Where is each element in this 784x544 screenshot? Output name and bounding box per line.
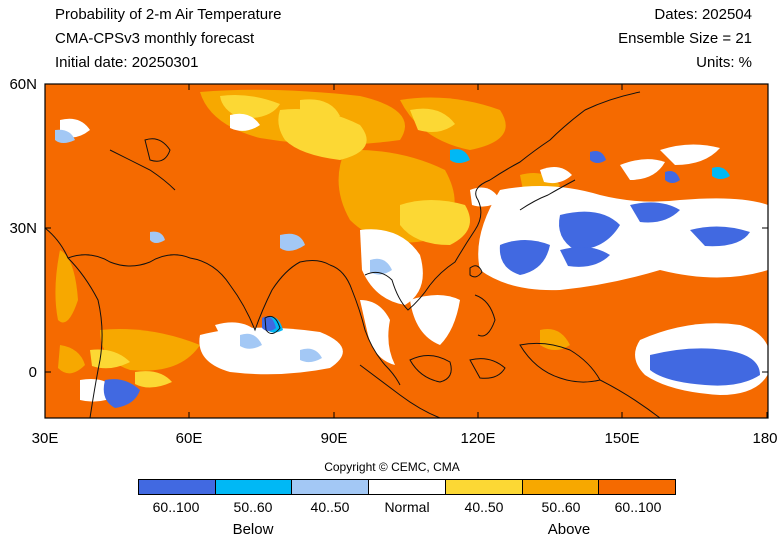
units-label: Units: % bbox=[696, 54, 752, 71]
legend-swatch-below-50-60 bbox=[215, 480, 293, 494]
map-title: Probability of 2-m Air Temperature bbox=[55, 6, 282, 23]
legend-swatch-above-60-100 bbox=[599, 480, 676, 494]
lon-label-90e: 90E bbox=[320, 430, 348, 447]
legend-label-below-60-100: 60..100 bbox=[152, 499, 200, 515]
lat-label-30n: 30N bbox=[9, 220, 37, 237]
legend-label-above-60-100: 60..100 bbox=[614, 499, 662, 515]
legend-label-below-50-60: 50..60 bbox=[233, 499, 273, 515]
map-frame bbox=[44, 83, 769, 419]
ensemble-size: Ensemble Size = 21 bbox=[618, 30, 752, 47]
legend-group-above: Above bbox=[547, 521, 591, 538]
probability-map bbox=[44, 83, 769, 419]
lat-label-0: 0 bbox=[28, 364, 37, 381]
lon-label-150e: 150E bbox=[604, 430, 640, 447]
legend-colorbar bbox=[138, 479, 676, 495]
legend-swatch-normal bbox=[369, 480, 446, 494]
legend-label-normal: Normal bbox=[384, 499, 430, 515]
legend-swatch-above-40-50 bbox=[445, 480, 523, 494]
coastlines bbox=[45, 91, 661, 418]
lon-label-180: 180 bbox=[752, 430, 778, 447]
forecast-dates: Dates: 202504 bbox=[654, 6, 752, 23]
lat-label-60n: 60N bbox=[9, 76, 37, 93]
legend-label-above-40-50: 40..50 bbox=[464, 499, 504, 515]
model-subtitle: CMA-CPSv3 monthly forecast bbox=[55, 30, 255, 47]
copyright-text: Copyright © CEMC, CMA bbox=[324, 460, 460, 474]
below-60-100-patches bbox=[103, 151, 760, 408]
lon-label-120e: 120E bbox=[460, 430, 496, 447]
legend-group-below: Below bbox=[232, 521, 274, 538]
below-40-50-patches bbox=[55, 129, 392, 363]
legend-label-above-50-60: 50..60 bbox=[541, 499, 581, 515]
legend-swatch-below-60-100 bbox=[139, 480, 216, 494]
initial-date: Initial date: 20250301 bbox=[55, 54, 199, 71]
lon-label-60e: 60E bbox=[175, 430, 203, 447]
legend-label-below-40-50: 40..50 bbox=[310, 499, 350, 515]
legend-swatch-below-40-50 bbox=[292, 480, 370, 494]
legend-swatch-above-50-60 bbox=[522, 480, 600, 494]
axis-ticks bbox=[44, 83, 768, 418]
lon-label-30e: 30E bbox=[31, 430, 59, 447]
